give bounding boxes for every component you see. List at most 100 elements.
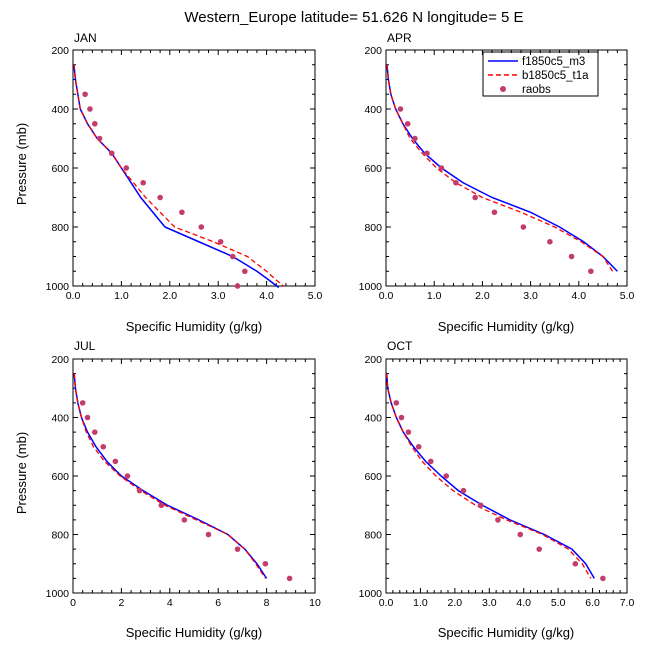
raobs-point	[198, 224, 205, 230]
panel-title: OCT	[387, 339, 413, 353]
raobs-point	[96, 135, 103, 142]
plot-area-oct: 0.0 1.0 2.0 3.0 4.0 5.0 6.0 7.0 200 400 600 800 1000	[359, 354, 635, 609]
x-tick-label: 0	[70, 597, 76, 609]
raobs-point	[262, 560, 269, 567]
plot-area-jul: 0 2 4 6 8 10 200 400 600 800 1000	[46, 354, 321, 609]
raobs-point	[438, 165, 445, 171]
panel-jul: JUL Pressure (mb) Specific Humidity (g/k…	[14, 339, 262, 640]
y-tick-label: 400	[364, 413, 382, 425]
y-tick-label: 1000	[46, 588, 70, 600]
y-tick-label: 800	[51, 530, 69, 542]
raobs-point	[234, 283, 241, 289]
x-tick-label: 2	[118, 597, 124, 609]
plot-frame	[385, 358, 628, 594]
x-tick-label: 2.0	[475, 290, 490, 302]
y-tick-label: 600	[51, 163, 69, 175]
x-tick-label: 0.0	[379, 290, 394, 302]
series-line-b1850c5-t1a	[73, 64, 284, 287]
y-tick-label: 200	[364, 354, 382, 366]
raobs-point	[136, 487, 143, 494]
y-tick-label: 1000	[359, 281, 383, 293]
raobs-point	[398, 414, 405, 421]
y-tick-label: 200	[364, 45, 382, 57]
x-tick-label: 0.0	[379, 597, 394, 609]
raobs-point	[412, 135, 418, 142]
x-axis-label: Specific Humidity (g/kg)	[126, 625, 263, 640]
raobs-point	[181, 517, 188, 523]
y-tick-label: 400	[51, 104, 69, 116]
plot-frame	[72, 358, 316, 594]
raobs-point	[157, 194, 163, 201]
x-tick-label: 6.0	[585, 597, 600, 609]
raobs-point	[140, 179, 146, 186]
x-tick-label: 10	[309, 597, 321, 609]
raobs-point	[477, 502, 484, 509]
raobs-point	[517, 531, 524, 538]
panel-title: JUL	[74, 339, 96, 353]
raobs-point	[123, 165, 130, 171]
raobs-point	[286, 575, 293, 582]
raobs-point	[472, 194, 478, 201]
panel-apr: APR Specific Humidity (g/kg)	[387, 31, 574, 334]
x-tick-label: 5.0	[308, 290, 323, 302]
x-tick-label: 6	[215, 597, 221, 609]
raobs-point	[520, 224, 527, 230]
legend: f1850c5_m3 b1850c5_t1a raobs	[482, 51, 599, 97]
raobs-point	[415, 443, 422, 450]
y-tick-label: 1000	[46, 281, 70, 293]
y-tick-label: 400	[364, 104, 382, 116]
raobs-point	[405, 429, 412, 435]
x-tick-label: 1.0	[114, 290, 129, 302]
panel-title: APR	[387, 31, 412, 45]
raobs-point	[547, 238, 553, 245]
x-tick-label: 2.0	[162, 290, 177, 302]
legend-marker-raobs	[500, 86, 506, 92]
x-tick-label: 8	[264, 597, 270, 609]
raobs-point	[427, 458, 434, 465]
raobs-point	[79, 400, 86, 406]
x-tick-label: 3.0	[211, 290, 226, 302]
raobs-point	[453, 179, 459, 186]
raobs-point	[217, 238, 224, 245]
raobs-point	[536, 546, 543, 552]
panel-oct: OCT Specific Humidity (g/kg)	[387, 339, 574, 640]
raobs-point	[234, 546, 241, 552]
raobs-point	[91, 429, 98, 435]
raobs-point	[82, 91, 88, 98]
y-tick-label: 800	[364, 222, 382, 234]
series-line-b1850c5-t1a	[386, 64, 614, 272]
raobs-point	[495, 517, 501, 523]
raobs-point	[242, 268, 248, 275]
x-tick-label: 3.0	[523, 290, 538, 302]
x-tick-label: 2.0	[448, 597, 463, 609]
y-tick-label: 200	[51, 354, 69, 366]
plot-area-apr: 0.0 1.0 2.0 3.0 4.0 5.0 200 400 600 800 1000	[359, 45, 635, 302]
raobs-point	[124, 473, 131, 479]
series-line-f1850c5-m3	[385, 373, 595, 579]
plot-area-jan: 0.0 1.0 2.0 3.0 4.0 5.0 200 400 600 800 1000	[46, 45, 323, 302]
series-line-b1850c5-t1a	[386, 373, 592, 579]
x-tick-label: 5.0	[551, 597, 566, 609]
raobs-point	[588, 268, 594, 275]
series-line-f1850c5-m3	[73, 64, 280, 289]
x-axis-label: Specific Humidity (g/kg)	[126, 319, 263, 334]
panel-jan: JAN Pressure (mb) Specific Humidity (g/k…	[14, 31, 262, 334]
raobs-point	[443, 473, 450, 479]
y-tick-label: 600	[364, 471, 382, 483]
raobs-point	[87, 106, 93, 112]
x-axis-label: Specific Humidity (g/kg)	[438, 319, 575, 334]
x-tick-label: 5.0	[620, 290, 635, 302]
raobs-point	[393, 400, 400, 406]
y-tick-label: 1000	[359, 588, 383, 600]
raobs-point	[108, 150, 115, 157]
raobs-point	[229, 253, 236, 260]
x-tick-label: 0.0	[66, 290, 81, 302]
x-tick-label: 4.0	[516, 597, 531, 609]
raobs-point	[568, 253, 575, 260]
legend-label-raobs: raobs	[522, 84, 551, 96]
raobs-point	[112, 458, 119, 465]
x-tick-label: 7.0	[620, 597, 635, 609]
x-tick-label: 3.0	[482, 597, 497, 609]
raobs-point	[91, 120, 98, 127]
